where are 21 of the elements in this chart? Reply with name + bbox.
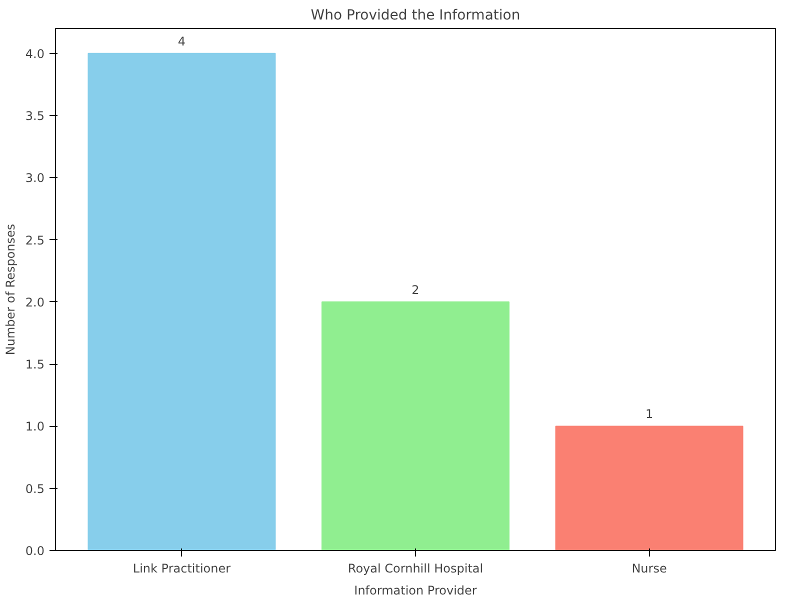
y-tick-label: 3.5 — [25, 109, 45, 123]
y-axis-title: Number of Responses — [3, 224, 18, 356]
y-tick-label: 4.0 — [25, 46, 45, 61]
data-label: 4 — [178, 34, 186, 48]
bar — [555, 426, 744, 550]
y-tick-label: 1.0 — [25, 420, 45, 434]
data-label: 1 — [645, 407, 654, 422]
x-tick-label: Nurse — [632, 562, 667, 576]
x-axis-title: Information Provider — [354, 584, 477, 598]
y-tick-label: 2.0 — [25, 295, 45, 310]
x-tick-label: Royal Cornhill Hospital — [348, 562, 484, 576]
x-tick-label: Link Practitioner — [132, 562, 231, 576]
data-label: 2 — [412, 282, 420, 297]
bar — [321, 301, 510, 550]
y-tick-label: 1.5 — [25, 358, 45, 372]
y-tick-label: 0.5 — [25, 482, 45, 496]
y-tick-label: 0.0 — [25, 544, 45, 558]
y-tick-label: 3.0 — [25, 171, 45, 186]
bar — [88, 52, 276, 550]
y-tick-label: 2.5 — [25, 233, 45, 248]
chart-title: Who Provided the Information — [310, 8, 520, 24]
